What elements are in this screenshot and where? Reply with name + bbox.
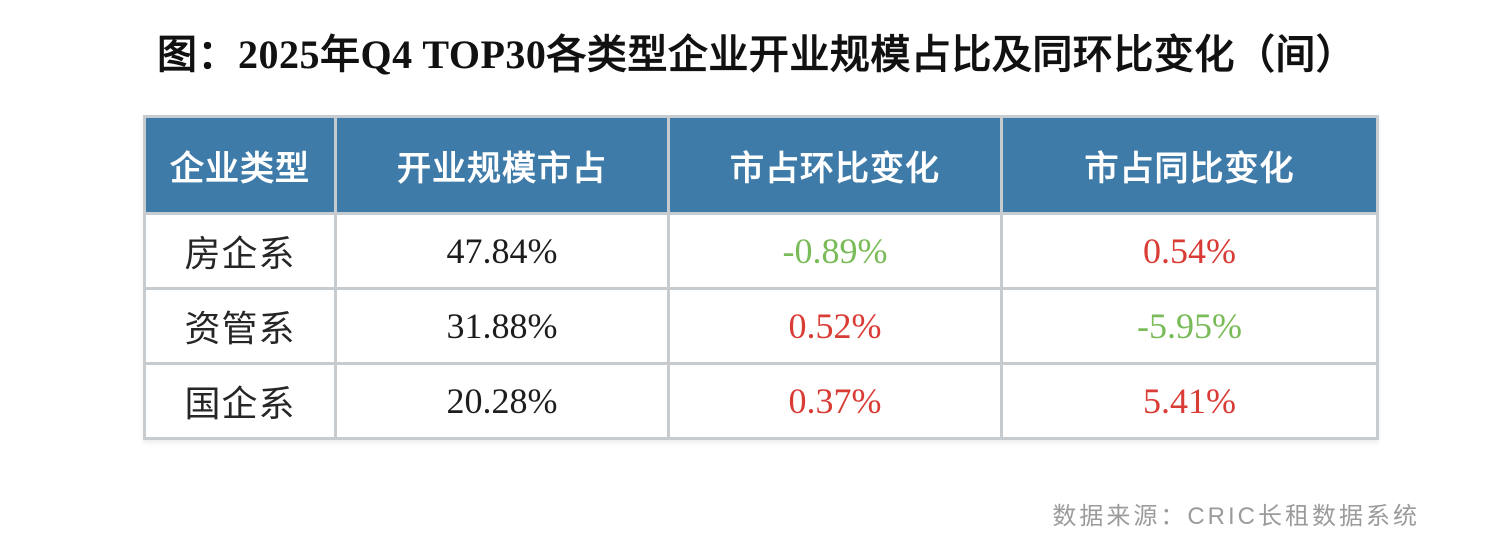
cell-opening-share: 20.28% xyxy=(334,362,670,440)
cell-qoq-change: 0.52% xyxy=(667,287,1003,365)
table-row-state-owned: 国企系 20.28% 0.37% 5.41% xyxy=(143,362,1379,440)
cell-opening-share: 31.88% xyxy=(334,287,670,365)
cell-yoy-change: 5.41% xyxy=(1000,362,1379,440)
data-source-note: 数据来源：CRIC长租数据系统 xyxy=(1052,503,1420,530)
cell-qoq-change: 0.37% xyxy=(667,362,1003,440)
cell-company-type: 资管系 xyxy=(143,287,337,365)
cell-opening-share: 47.84% xyxy=(334,212,670,290)
cell-yoy-change: 0.54% xyxy=(1000,212,1379,290)
figure-title: 图：2025年Q4 TOP30各类型企业开业规模占比及同环比变化（间） xyxy=(157,32,1357,77)
cell-company-type: 国企系 xyxy=(143,362,337,440)
cell-yoy-change: -5.95% xyxy=(1000,287,1379,365)
table-row-asset-management: 资管系 31.88% 0.52% -5.95% xyxy=(143,287,1379,365)
column-header-company-type: 企业类型 xyxy=(143,115,337,215)
table-row-developer: 房企系 47.84% -0.89% 0.54% xyxy=(143,212,1379,290)
market-share-table: 企业类型 开业规模市占 市占环比变化 市占同比变化 房企系 47.84% -0.… xyxy=(143,115,1379,440)
column-header-opening-share: 开业规模市占 xyxy=(334,115,670,215)
column-header-yoy-change: 市占同比变化 xyxy=(1000,115,1379,215)
table-header-row: 企业类型 开业规模市占 市占环比变化 市占同比变化 xyxy=(143,115,1379,215)
column-header-qoq-change: 市占环比变化 xyxy=(667,115,1003,215)
cell-qoq-change: -0.89% xyxy=(667,212,1003,290)
cell-company-type: 房企系 xyxy=(143,212,337,290)
